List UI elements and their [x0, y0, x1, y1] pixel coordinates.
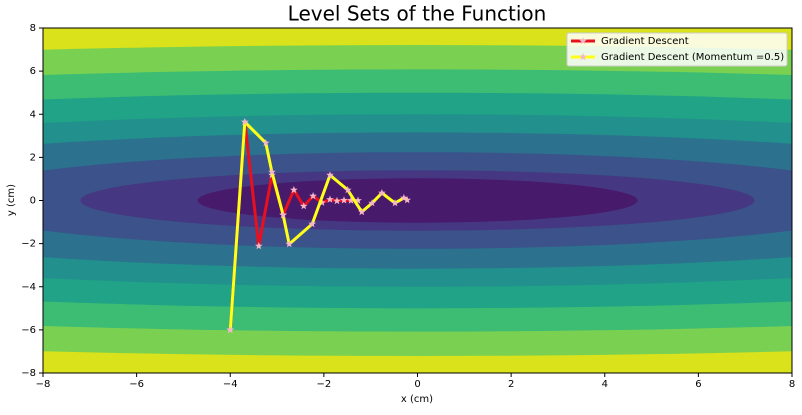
series-marker	[309, 192, 317, 200]
y-tick-label: −8	[21, 368, 36, 379]
x-tick-label: −2	[317, 379, 332, 390]
series-marker	[368, 199, 376, 207]
series-marker	[226, 325, 235, 334]
series-marker	[326, 171, 334, 179]
series-layer	[226, 118, 411, 334]
series-marker	[290, 185, 298, 194]
legend-box	[566, 32, 788, 67]
legend-label: Gradient Descent (Momentum =0.5)	[601, 52, 784, 63]
x-tick-label: 0	[414, 379, 420, 390]
y-tick-label: 4	[30, 109, 36, 120]
contour-plot	[43, 28, 792, 373]
y-tick-label: −6	[21, 325, 36, 336]
series-marker	[343, 185, 352, 194]
x-tick-label: −4	[223, 379, 238, 390]
series-marker	[285, 240, 293, 248]
contour-level	[197, 178, 638, 223]
legend-marker	[579, 53, 587, 61]
legend: Gradient Descent Gradient Descent (Moment…	[566, 32, 788, 67]
y-tick-label: 8	[30, 23, 36, 34]
x-tick-label: 6	[695, 379, 701, 390]
series-marker	[299, 202, 308, 210]
x-tick-label: −8	[36, 379, 51, 390]
y-axis-label: y (cm)	[6, 184, 17, 216]
series-marker	[358, 207, 366, 216]
series-marker	[340, 196, 348, 204]
series-marker	[391, 199, 399, 207]
series-marker	[241, 118, 249, 126]
series-marker	[400, 193, 408, 202]
series-marker	[378, 189, 386, 197]
axes: −8 −6 −4 −2 0 2 4 6 8 −8 −6 −4 −2 0 2 4 6 8	[21, 23, 795, 390]
y-tick-label: 6	[30, 66, 36, 77]
y-tick-label: −4	[21, 282, 36, 293]
series-marker	[403, 196, 411, 204]
y-tick-label: 2	[30, 152, 36, 163]
series-marker	[347, 196, 355, 204]
x-tick-label: 8	[789, 379, 795, 390]
x-tick-label: −6	[129, 379, 144, 390]
series-marker	[354, 196, 362, 204]
series-marker	[279, 210, 287, 219]
series-marker	[333, 196, 341, 205]
legend-marker	[579, 37, 587, 45]
series-marker	[262, 138, 270, 147]
series-marker	[268, 168, 276, 176]
series-marker	[255, 242, 263, 250]
series-marker	[308, 220, 316, 228]
chart-title: Level Sets of the Function	[288, 2, 547, 26]
series-marker	[318, 198, 326, 206]
legend-label: Gradient Descent	[601, 36, 689, 47]
y-tick-label: −2	[21, 239, 36, 250]
y-tick-label: 0	[30, 196, 36, 207]
x-tick-label: 4	[602, 379, 608, 390]
series-marker	[326, 195, 334, 203]
x-axis-label: x (cm)	[401, 394, 433, 405]
x-tick-label: 2	[508, 379, 514, 390]
